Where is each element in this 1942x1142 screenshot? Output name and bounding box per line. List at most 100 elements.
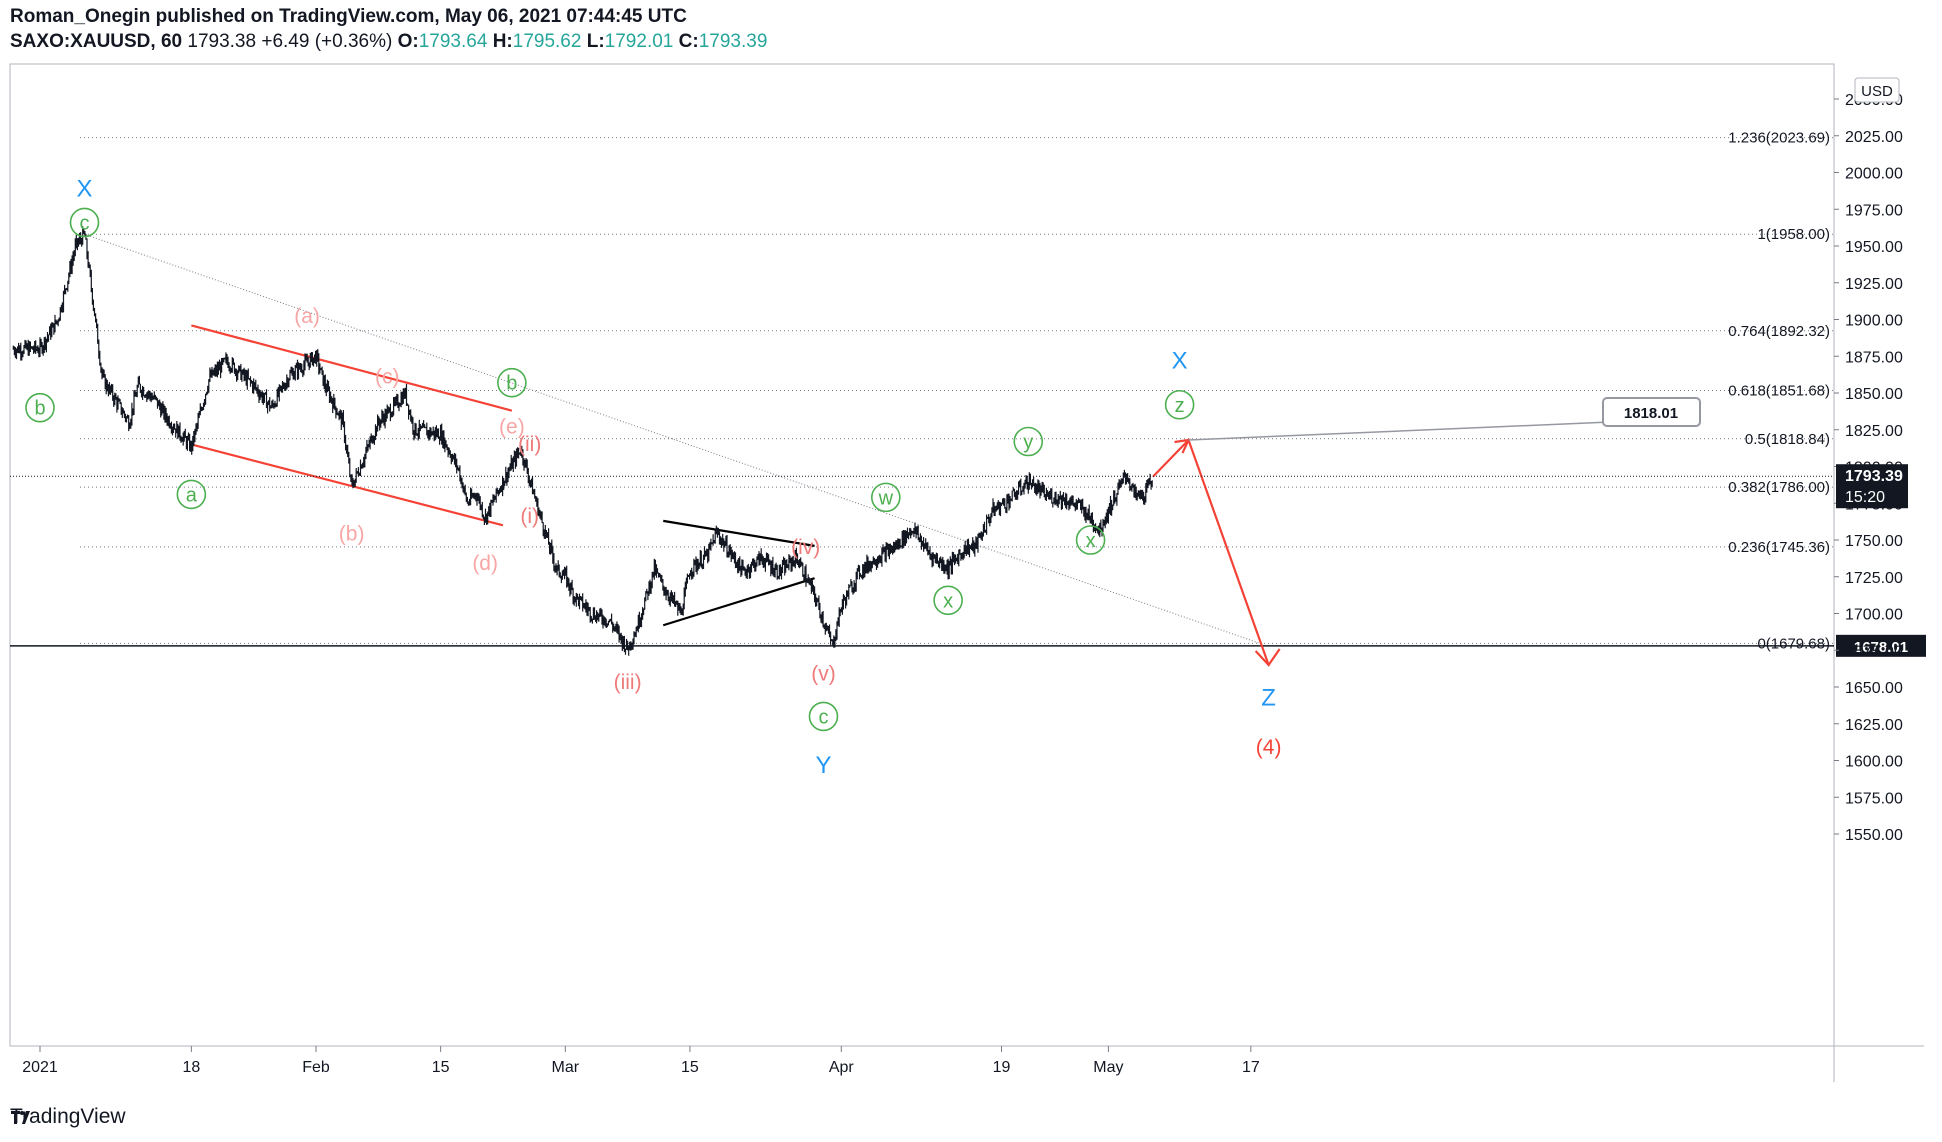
fib-label: 0.236(1745.36) [1728, 539, 1830, 556]
wave-label-circle [69, 207, 100, 238]
wave-label: c [80, 212, 90, 234]
wave-label: (i) [520, 505, 539, 528]
price-axis-label: 1700.00 [1845, 607, 1903, 624]
wave-label: (d) [472, 552, 498, 575]
wave-label: b [506, 373, 517, 395]
price-axis-label: 1650.00 [1845, 680, 1903, 697]
fib-label: 1.236(2023.69) [1728, 130, 1830, 147]
low-value: 1792.01 [604, 31, 674, 52]
projection-path[interactable] [1152, 437, 1270, 666]
price-axis-label: 2000.00 [1845, 166, 1903, 183]
wave-label: X [77, 176, 93, 203]
time-axis[interactable]: 2021 18 Feb 15 Mar 15 Apr 19 May 17 [22, 1046, 1260, 1076]
time-axis-label: Feb [302, 1059, 330, 1076]
publisher-line: Roman_Onegin published on TradingView.co… [10, 4, 767, 29]
price-axis-label: 1850.00 [1845, 386, 1903, 403]
time-axis-label: 15 [432, 1059, 450, 1076]
time-axis-label: 15 [681, 1059, 699, 1076]
price-axis-label: 1975.00 [1845, 202, 1903, 219]
price-axis-label: 1550.00 [1845, 827, 1903, 844]
wave-label: c [818, 706, 828, 728]
wave-label: X [1172, 348, 1188, 375]
last-price-tag-countdown: 15:20 [1845, 489, 1885, 506]
price-axis-label: 2025.00 [1845, 129, 1903, 146]
high-label: H: [492, 31, 513, 52]
channel-lower-line[interactable] [191, 443, 504, 527]
triangle-lower-line[interactable] [662, 577, 815, 627]
time-axis-label: Apr [829, 1059, 855, 1076]
price-axis-label: 1725.00 [1845, 570, 1903, 587]
diagonal-trendline[interactable] [84, 233, 1260, 644]
wave-label: Z [1261, 684, 1276, 711]
currency-badge[interactable]: USD [1854, 77, 1900, 103]
fib-label: 0(1679.68) [1757, 635, 1830, 652]
wave-label: (c) [375, 365, 400, 388]
wave-label-circle [176, 479, 207, 510]
wave-label: z [1175, 395, 1185, 417]
wave-label: (e) [499, 415, 525, 438]
price-axis-label: 1825.00 [1845, 423, 1903, 440]
wave-label: (iii) [614, 671, 642, 694]
close-value: 1793.39 [698, 31, 768, 52]
wave-label: (a) [294, 305, 320, 328]
wave-label: x [943, 590, 953, 612]
callout-box[interactable] [1602, 397, 1701, 428]
fib-label: 1(1958.00) [1757, 226, 1830, 243]
wave-label-circle [1164, 389, 1195, 420]
wave-label: y [1023, 432, 1033, 454]
wave-label: a [186, 484, 198, 506]
projection-arrows[interactable] [1152, 437, 1281, 667]
channel-upper-line[interactable] [191, 324, 513, 412]
candle-wicks [12, 226, 1153, 656]
wave-label-circle [1013, 426, 1044, 457]
price-axis-label: 1950.00 [1845, 239, 1903, 256]
triangle-upper-line[interactable] [663, 519, 815, 547]
tradingview-logo-icon [11, 1111, 30, 1124]
time-axis-label: May [1093, 1059, 1123, 1076]
wave-label-circle [933, 585, 963, 616]
high-value: 1795.62 [512, 31, 582, 52]
wave-label: Y [815, 752, 831, 779]
tradingview-brand: TradingView [10, 1105, 126, 1128]
price-change: +6.49 (+0.36%) [261, 31, 393, 52]
price-axis-label: 1625.00 [1845, 717, 1903, 734]
horizontal-line-1678[interactable]: 1678.01 [10, 634, 1926, 657]
wave-label-circle [497, 367, 527, 398]
price-axis-label: 1750.00 [1845, 533, 1903, 550]
horizontal-line-tag [1836, 634, 1926, 657]
price-axis-label: 1875.00 [1845, 349, 1903, 366]
price-axis-label: 1900.00 [1845, 313, 1903, 330]
last-price-tag-value: 1793.39 [1845, 468, 1903, 485]
wave-label: (ii) [518, 433, 541, 456]
low-label: L: [586, 31, 605, 52]
fib-label: 0.5(1818.84) [1745, 431, 1830, 448]
triangle-lines[interactable] [662, 519, 815, 627]
horizontal-line-tag-label: 1678.01 [1854, 639, 1908, 656]
candle-series [12, 226, 1153, 656]
wave-label: (b) [339, 523, 365, 546]
wave-label-circle [25, 392, 55, 423]
fib-label: 0.618(1851.68) [1728, 383, 1830, 400]
last-price-tag-box [1836, 464, 1908, 509]
ohlc-line: SAXO:XAUUSD, 60 1793.38 +6.49 (+0.36%) O… [10, 29, 767, 54]
last-price-tag: 1793.39 15:20 [10, 464, 1908, 509]
wave-label: (4) [1256, 736, 1282, 759]
open-label: O: [397, 31, 419, 52]
red-channel[interactable] [191, 324, 513, 527]
wave-label: b [34, 398, 45, 420]
symbol-label: SAXO:XAUUSD, 60 [10, 31, 183, 52]
fib-levels: 1.236(2023.69) 1(1958.00) 0.764(1892.32) 0.… [80, 130, 1834, 652]
time-axis-label: 19 [993, 1059, 1011, 1076]
time-axis-label: Mar [552, 1059, 580, 1076]
price-callout[interactable]: 1818.01 [1188, 397, 1701, 441]
price-axis-label: 1675.00 [1845, 643, 1903, 660]
footer: TradingView [10, 1102, 126, 1132]
wave-label: (v) [811, 662, 836, 685]
time-axis-label: 18 [182, 1059, 200, 1076]
price-axis-label: 1925.00 [1845, 276, 1903, 293]
wave-label: (iv) [791, 536, 820, 559]
wave-label-circle [808, 701, 839, 732]
price-axis-label: 1575.00 [1845, 790, 1903, 807]
currency-badge-label: USD [1861, 83, 1893, 100]
